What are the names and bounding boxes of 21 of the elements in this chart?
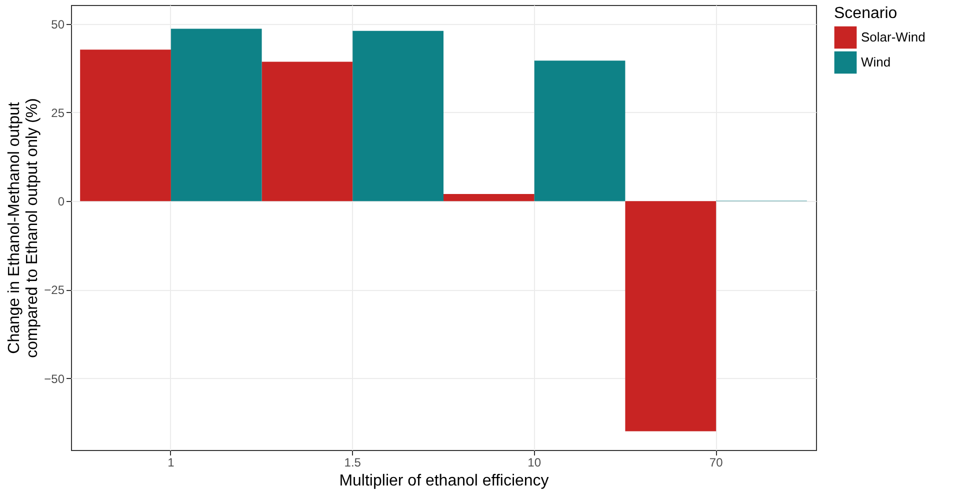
- legend-label: Wind: [861, 54, 891, 70]
- y-tick-label: −25: [44, 283, 65, 298]
- x-tick-label: 70: [709, 456, 724, 470]
- y-tick-label: −50: [44, 372, 65, 386]
- legend-label: Solar-Wind: [861, 30, 926, 44]
- y-axis-title: Change in Ethanol-Methanol output compared to Ethanol output only (%): [6, 98, 42, 358]
- bar: [80, 50, 171, 202]
- y-tick-label: 50: [51, 17, 65, 32]
- bar: [170, 28, 262, 202]
- x-axis-title: Multiplier of ethanol efficiency: [339, 472, 549, 490]
- y-tick-label: 0: [58, 194, 65, 209]
- bar: [262, 62, 353, 202]
- bar: [444, 194, 534, 202]
- x-tick-label: 1.5: [344, 456, 362, 470]
- y-tick-label: 25: [51, 106, 65, 120]
- bar: [625, 201, 716, 432]
- bar: [534, 60, 626, 202]
- legend-title: Scenario: [834, 5, 898, 22]
- x-tick-label: 1: [168, 456, 175, 470]
- bar: [352, 30, 444, 202]
- x-tick-label: 10: [528, 456, 542, 470]
